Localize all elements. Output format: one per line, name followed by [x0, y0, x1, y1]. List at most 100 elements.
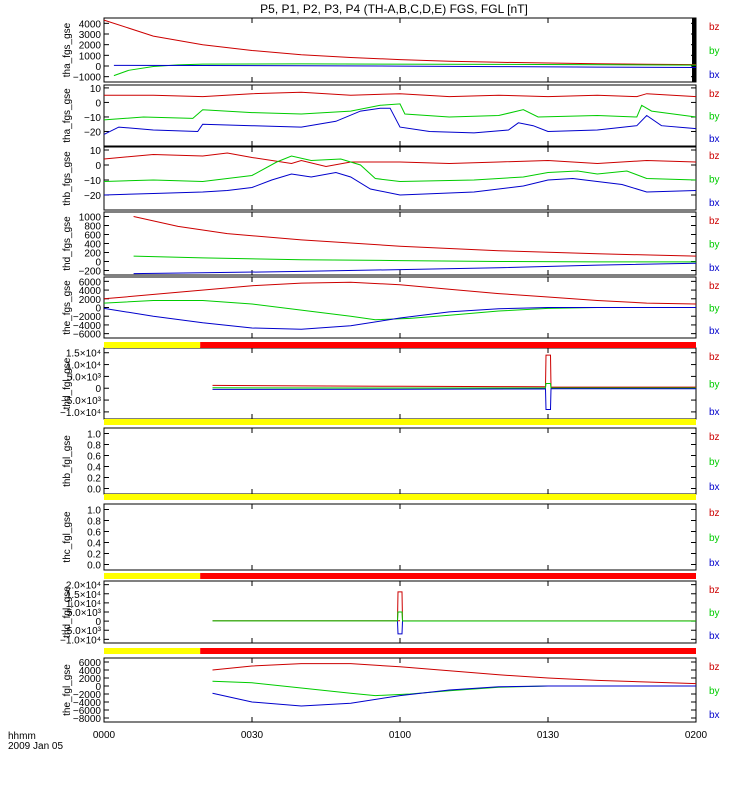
y-tick-label: 1.5×10⁴ [66, 349, 101, 360]
panel-3: −20 −10 0 10 thb_fgs_gse bz by bx [62, 146, 720, 211]
y-tick-label: 10 [90, 84, 102, 95]
panel-7: 0.00.20.40.60.81.0 thb_fgl_gse bz by bx [62, 427, 720, 496]
y-tick-label: 0 [95, 98, 101, 109]
legend-bz: bz [709, 281, 720, 292]
y-tick-label: 4000 [79, 286, 102, 297]
y-tick-label: 600 [84, 231, 101, 242]
y-tick-label: 0.6 [87, 528, 101, 539]
legend-bz: bz [709, 151, 720, 162]
y-tick-label: 5.0×10³ [67, 372, 102, 383]
y-tick-label: 1.0 [87, 430, 101, 441]
legend-bx: bx [709, 407, 720, 418]
status-bar-bottom-panel6-yellow [104, 419, 696, 425]
legend-bz: bz [709, 508, 720, 519]
series-bx-line [133, 262, 697, 275]
legend-bz: bz [709, 89, 720, 100]
status-bar-top-panel6-red [200, 342, 696, 348]
y-tick-label: 1000 [79, 51, 102, 62]
y-tick-label: 3000 [79, 30, 102, 41]
y-axis-label: the_fgl_gse [62, 664, 73, 716]
panel-frame [103, 657, 697, 723]
y-tick-label: 400 [84, 240, 101, 251]
y-tick-label: 0.2 [87, 550, 101, 561]
series-by-line [212, 680, 696, 697]
series-bz-line [104, 91, 697, 98]
y-tick-label: −10 [84, 176, 101, 187]
legend-by: by [709, 457, 720, 468]
panel-right-bar [692, 18, 696, 82]
figure-title: P5, P1, P2, P3, P4 (TH-A,B,C,D,E) FGS, F… [260, 2, 528, 16]
y-tick-label: 0.2 [87, 474, 101, 485]
y-tick-label: 0.0 [87, 485, 101, 496]
series-by-line [133, 255, 696, 263]
status-bar-bottom-panel9-red [200, 648, 696, 654]
series-bx-line [103, 307, 696, 330]
y-tick-label: 1.0×10⁴ [66, 361, 101, 372]
y-tick-label: 1000 [79, 213, 102, 224]
x-axis-label-line1: hhmm [8, 731, 36, 742]
y-tick-label: −2000 [73, 690, 102, 701]
y-tick-label: 4000 [79, 19, 102, 30]
legend-bx: bx [709, 326, 720, 337]
status-bar-bottom-panel9-yellow [104, 648, 201, 654]
y-tick-label: 2000 [79, 41, 102, 52]
y-tick-label: −4000 [73, 321, 102, 332]
y-tick-label: 0 [95, 384, 101, 395]
y-axis-label: tha_fgs_gse [62, 22, 73, 77]
y-axis-label: the_fgs_gse [62, 280, 73, 335]
series-by-line [103, 103, 697, 121]
status-bar-bottom-panel8-yellow [104, 573, 201, 579]
y-tick-label: 1.0×10⁴ [66, 599, 101, 610]
y-tick-label: −5.0×10³ [61, 626, 102, 637]
y-tick-label: 6000 [79, 277, 102, 288]
y-tick-label: 0 [95, 682, 101, 693]
y-tick-label: 4000 [79, 666, 102, 677]
panel-frame [103, 17, 697, 83]
y-tick-label: 1.5×10⁴ [66, 590, 101, 601]
series-bx-line [397, 621, 403, 635]
y-tick-label: −2000 [73, 312, 102, 323]
status-bar-bottom-panel8-red [200, 573, 696, 579]
y-tick-label: −8000 [73, 714, 102, 725]
x-axis-label-line2: 2009 Jan 05 [8, 741, 63, 752]
y-tick-label: −1.0×10⁴ [60, 635, 101, 646]
series-bx-line [212, 685, 696, 707]
panel-9: −1.0×10⁴−5.0×10³05.0×10³1.0×10⁴1.5×10⁴2.… [60, 580, 720, 646]
legend-bx: bx [709, 263, 720, 274]
panel-2: −20 −10 0 10 tha_fgs_gse bz by bx [62, 84, 720, 147]
y-tick-label: 0.8 [87, 441, 101, 452]
series-bz-line [212, 663, 697, 685]
legend-bx: bx [709, 558, 720, 569]
y-tick-label: 0 [95, 304, 101, 315]
series-bz-line [103, 281, 697, 305]
legend-by: by [709, 240, 720, 251]
y-tick-label: −5.0×10³ [61, 396, 102, 407]
y-tick-label: −1000 [73, 73, 102, 84]
y-tick-label: 0.6 [87, 452, 101, 463]
y-axis-label: thb_fgl_gse [62, 435, 73, 487]
y-tick-label: 1.0 [87, 506, 101, 517]
legend-bx: bx [709, 710, 720, 721]
y-tick-label: 0.4 [87, 539, 101, 550]
series-by-line [103, 300, 696, 321]
legend-bx: bx [709, 631, 720, 642]
y-tick-label: 2000 [79, 674, 102, 685]
y-tick-label: 2.0×10⁴ [66, 581, 101, 592]
legend-by: by [709, 380, 720, 391]
legend-bz: bz [709, 22, 720, 33]
y-tick-label: −6000 [73, 706, 102, 717]
y-tick-label: 0 [95, 617, 101, 628]
panel-frame [103, 347, 697, 420]
legend-bz: bz [709, 662, 720, 673]
series-bz-line [103, 152, 697, 168]
y-tick-label: 800 [84, 222, 101, 233]
legend-by: by [709, 686, 720, 697]
y-tick-label: 6000 [79, 658, 102, 669]
series-bx-line [212, 388, 696, 410]
y-axis-label: thb_fgs_gse [62, 151, 73, 206]
legend-by: by [709, 304, 720, 315]
